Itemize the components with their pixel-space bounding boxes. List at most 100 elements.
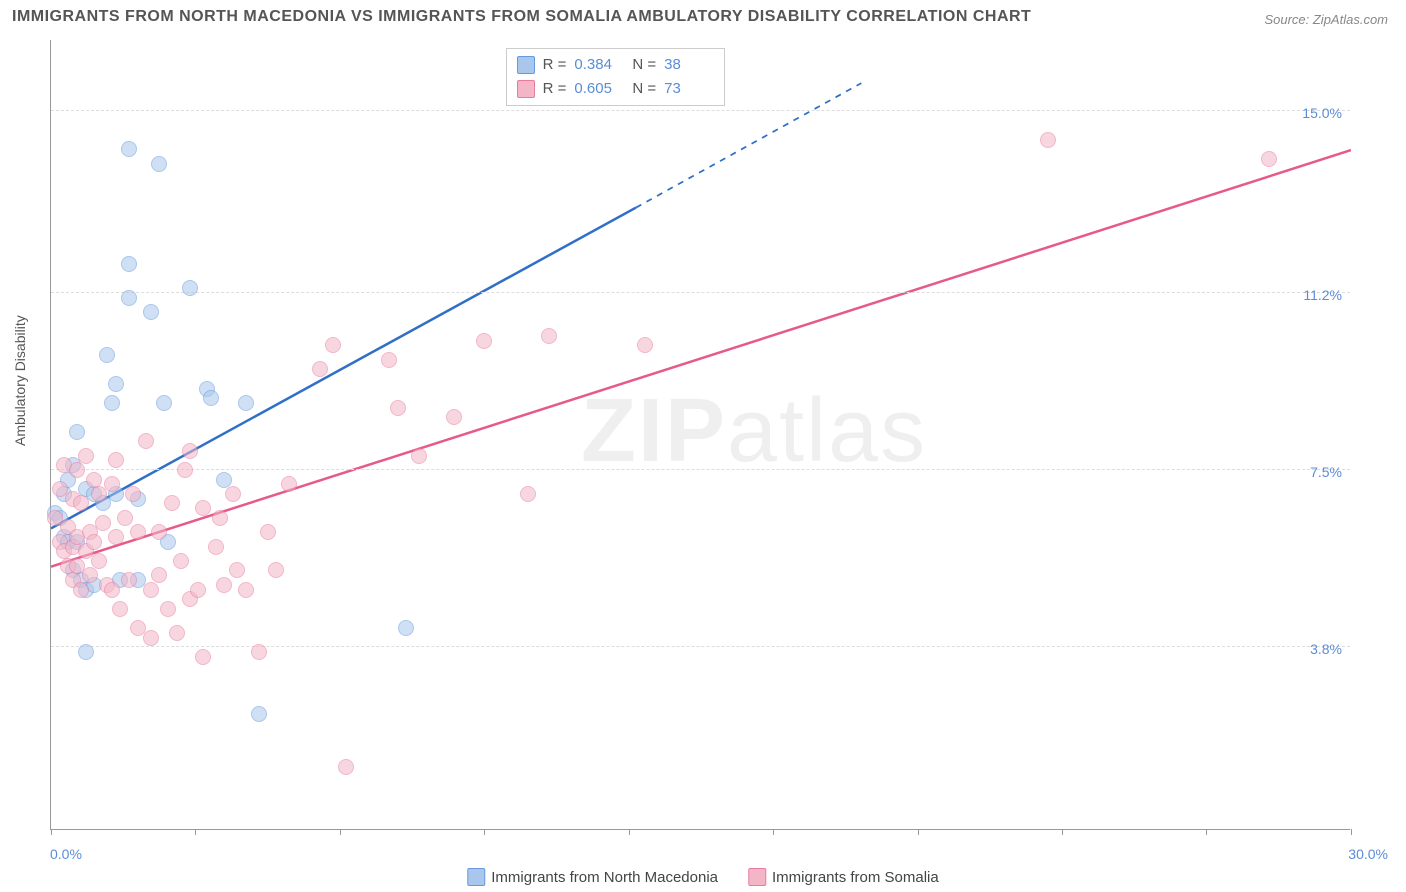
n-value: 38 [664, 53, 714, 77]
data-point [177, 462, 193, 478]
chart-title: IMMIGRANTS FROM NORTH MACEDONIA VS IMMIG… [12, 8, 1031, 26]
data-point [169, 625, 185, 641]
n-label: N = [632, 77, 656, 101]
data-point [121, 290, 137, 306]
data-point [325, 337, 341, 353]
data-point [208, 539, 224, 555]
x-tick [1351, 829, 1352, 835]
data-point [121, 572, 137, 588]
data-point [78, 448, 94, 464]
series-legend: Immigrants from North Macedonia Immigrant… [467, 868, 938, 886]
data-point [195, 500, 211, 516]
data-point [73, 495, 89, 511]
data-point [476, 333, 492, 349]
data-point [151, 156, 167, 172]
data-point [1040, 132, 1056, 148]
legend-swatch [517, 80, 535, 98]
y-tick-label: 15.0% [1302, 105, 1342, 121]
data-point [381, 352, 397, 368]
x-tick [484, 829, 485, 835]
correlation-legend: R = 0.384 N = 38R = 0.605 N = 73 [506, 48, 726, 106]
data-point [69, 424, 85, 440]
data-point [446, 409, 462, 425]
data-point [238, 395, 254, 411]
x-tick [195, 829, 196, 835]
x-tick [773, 829, 774, 835]
x-tick [51, 829, 52, 835]
regression-line [51, 150, 1351, 567]
data-point [1261, 151, 1277, 167]
data-point [73, 582, 89, 598]
data-point [108, 452, 124, 468]
legend-swatch [517, 56, 535, 74]
data-point [312, 361, 328, 377]
data-point [104, 476, 120, 492]
data-point [121, 256, 137, 272]
r-value: 0.605 [574, 77, 624, 101]
x-tick [918, 829, 919, 835]
data-point [143, 304, 159, 320]
data-point [121, 141, 137, 157]
data-point [108, 529, 124, 545]
source-attribution: Source: ZipAtlas.com [1264, 12, 1388, 27]
data-point [69, 462, 85, 478]
data-point [143, 582, 159, 598]
data-point [203, 390, 219, 406]
legend-series-label: Immigrants from North Macedonia [491, 869, 718, 886]
legend-swatch [467, 868, 485, 886]
x-tick-label-last: 30.0% [1348, 846, 1388, 862]
r-value: 0.384 [574, 53, 624, 77]
data-point [225, 486, 241, 502]
data-point [229, 562, 245, 578]
watermark: ZIPatlas [581, 380, 927, 483]
legend-swatch [748, 868, 766, 886]
data-point [82, 567, 98, 583]
data-point [260, 524, 276, 540]
data-point [182, 443, 198, 459]
gridline [51, 469, 1350, 470]
data-point [190, 582, 206, 598]
n-value: 73 [664, 77, 714, 101]
data-point [637, 337, 653, 353]
data-point [95, 515, 111, 531]
data-point [130, 524, 146, 540]
regression-line [51, 208, 636, 529]
data-point [212, 510, 228, 526]
data-point [411, 448, 427, 464]
data-point [91, 553, 107, 569]
legend-series-item: Immigrants from North Macedonia [467, 868, 718, 886]
data-point [398, 620, 414, 636]
data-point [143, 630, 159, 646]
data-point [338, 759, 354, 775]
y-tick-label: 11.2% [1303, 287, 1342, 303]
data-point [112, 601, 128, 617]
x-tick-label-first: 0.0% [50, 846, 82, 862]
data-point [251, 644, 267, 660]
data-point [78, 644, 94, 660]
y-tick-label: 7.5% [1310, 464, 1342, 480]
r-label: R = [543, 53, 567, 77]
y-axis-label: Ambulatory Disability [12, 315, 28, 446]
data-point [117, 510, 133, 526]
data-point [151, 524, 167, 540]
data-point [390, 400, 406, 416]
data-point [104, 395, 120, 411]
legend-row: R = 0.605 N = 73 [517, 77, 715, 101]
regression-lines-layer [51, 40, 1351, 830]
data-point [541, 328, 557, 344]
data-point [151, 567, 167, 583]
gridline [51, 646, 1350, 647]
y-tick-label: 3.8% [1310, 641, 1342, 657]
data-point [281, 476, 297, 492]
x-tick [340, 829, 341, 835]
r-label: R = [543, 77, 567, 101]
x-tick [629, 829, 630, 835]
data-point [104, 582, 120, 598]
gridline [51, 110, 1350, 111]
data-point [138, 433, 154, 449]
data-point [195, 649, 211, 665]
data-point [164, 495, 180, 511]
legend-series-label: Immigrants from Somalia [772, 869, 939, 886]
data-point [108, 376, 124, 392]
data-point [520, 486, 536, 502]
